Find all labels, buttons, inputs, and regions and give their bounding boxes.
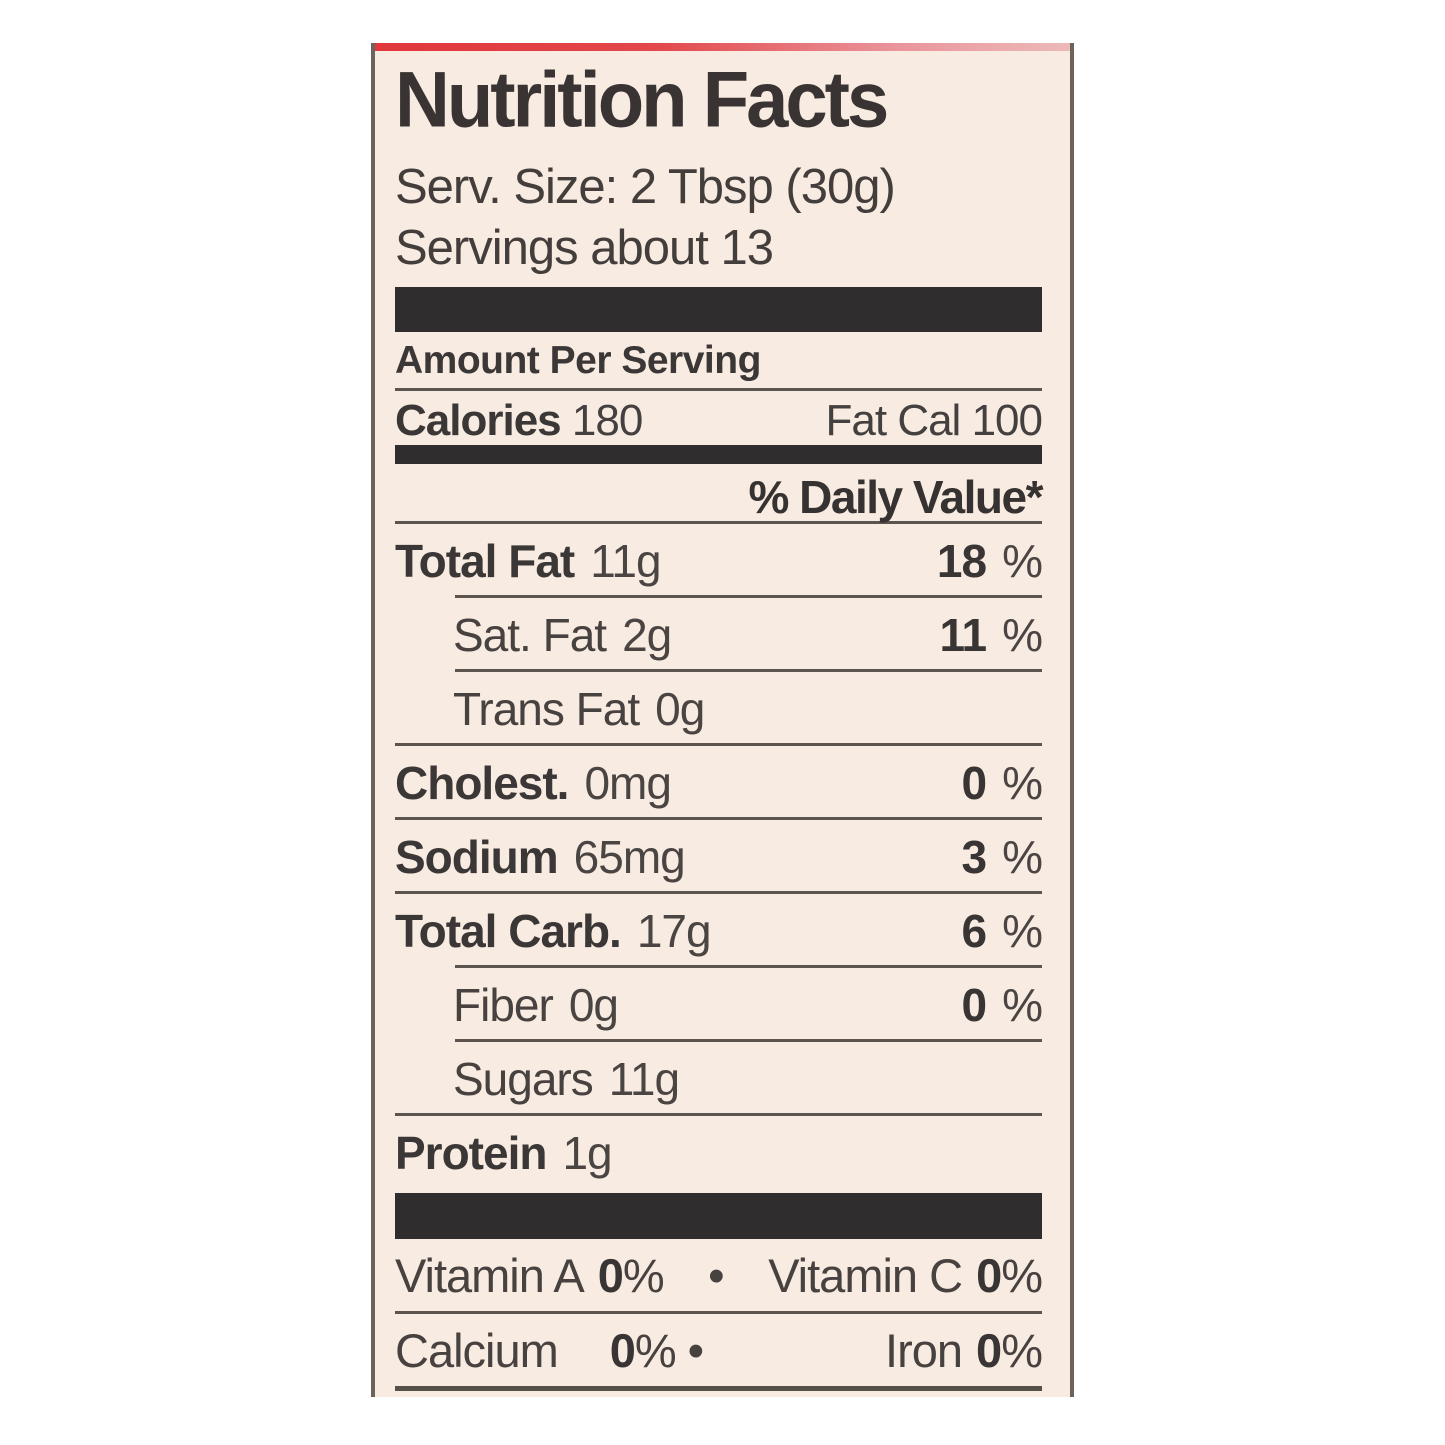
nutrient-daily-value: 3 % [961,830,1043,883]
nutrient-name: Sugars [453,1052,594,1105]
label-content: Nutrition Facts Serv. Size: 2 Tbsp (30g)… [375,43,1070,1391]
vitamin-row-1: Vitamin A 0 % • Vitamin C 0 % [395,1239,1043,1302]
nutrient-row-trans-fat: Trans Fat 0g [395,672,1042,743]
nutrient-amount: 0g [568,978,619,1031]
rule [395,890,1042,894]
vitamin-a-value: 0 [597,1248,624,1302]
nutrient-daily-value: 18 % [936,534,1043,587]
nutrient-name: Sodium [395,830,559,883]
nutrient-amount: 11g [590,534,661,587]
calcium-value: 0 [609,1323,636,1377]
rule-bottom [395,1385,1042,1391]
rule [395,816,1042,820]
nutrient-amount: 0mg [584,756,671,809]
rule [395,1310,1042,1314]
vitamin-row-2: Calcium 0 % • Iron 0 % [395,1314,1043,1377]
nutrient-row-sat-fat: Sat. Fat 2g 11 % [395,598,1043,669]
vitamin-c-cell: Vitamin C 0 % [768,1248,1043,1302]
nutrient-name: Total Fat [395,534,575,587]
bullet-separator: • [687,1323,705,1377]
rule [395,742,1042,746]
rule [395,387,1042,391]
nutrient-daily-value: 6 % [961,904,1043,957]
nutrition-label: Nutrition Facts Serv. Size: 2 Tbsp (30g)… [371,43,1074,1397]
nutrient-row-total-carb: Total Carb. 17g 6 % [395,894,1043,965]
vitamin-a-cell: Vitamin A 0 % [395,1248,665,1302]
calories-label: Calories [395,395,562,445]
nutrient-name: Trans Fat [453,682,640,735]
nutrient-amount: 2g [622,608,672,661]
nutrient-name: Cholest. [395,756,569,809]
rule [395,1112,1042,1116]
calories-row: Calories 180 Fat Cal 100 [395,391,1043,445]
nutrient-amount: 0g [655,682,705,735]
fat-cal-label: Fat Cal [825,395,962,445]
divider-bar-bottom [395,1192,1042,1239]
nutrient-name: Sat. Fat [453,608,607,661]
nutrient-name: Total Carb. [395,904,622,957]
iron-label: Iron [885,1323,963,1377]
nutrient-row-total-fat: Total Fat 11g 18 % [395,524,1043,595]
nutrient-name: Protein [395,1126,547,1179]
rule [455,668,1042,672]
nutrient-amount: 17g [636,904,712,957]
vitamin-c-value: 0 [976,1248,1002,1302]
amount-per-serving-header: Amount Per Serving [395,338,761,382]
calories-value: 180 [571,395,643,445]
divider-bar-mid [395,444,1042,464]
nutrient-row-cholesterol: Cholest. 0mg 0 % [395,746,1043,817]
nutrient-daily-value: 0 % [961,756,1043,809]
nutrient-row-sodium: Sodium 65mg 3 % [395,820,1043,891]
nutrient-name: Fiber [453,978,554,1031]
label-title: Nutrition Facts [395,55,889,145]
nutrient-row-fiber: Fiber 0g 0 % [395,968,1043,1039]
calcium-label: Calcium [395,1323,559,1377]
serving-size-line: Serv. Size: 2 Tbsp (30g) [395,160,896,214]
nutrient-row-protein: Protein 1g [395,1116,1042,1187]
bullet-separator: • [708,1248,725,1302]
label-top-red-strip [375,43,1070,51]
fat-cal-cell: Fat Cal 100 [825,395,1043,445]
divider-bar-top [395,286,1042,332]
calcium-cell: Calcium 0 % [395,1323,677,1377]
nutrient-amount: 11g [608,1052,680,1105]
nutrient-amount: 1g [562,1126,612,1179]
nutrient-daily-value: 0 % [961,978,1043,1031]
fat-cal-value: 100 [971,395,1043,445]
vitamin-a-label: Vitamin A [395,1248,585,1302]
calories-cell: Calories 180 [395,395,643,445]
rule [455,594,1042,598]
nutrient-row-sugars: Sugars 11g [395,1042,1042,1113]
rule [455,1038,1042,1042]
rule [395,520,1042,524]
iron-cell: Iron 0 % [885,1323,1043,1377]
daily-value-header: % Daily Value* [748,470,1044,523]
vitamin-c-label: Vitamin C [768,1248,963,1302]
iron-value: 0 [976,1323,1002,1377]
nutrient-daily-value: 11 % [939,608,1043,661]
nutrient-amount: 65mg [573,830,686,883]
rule [455,964,1042,968]
servings-count-line: Servings about 13 [395,221,774,276]
